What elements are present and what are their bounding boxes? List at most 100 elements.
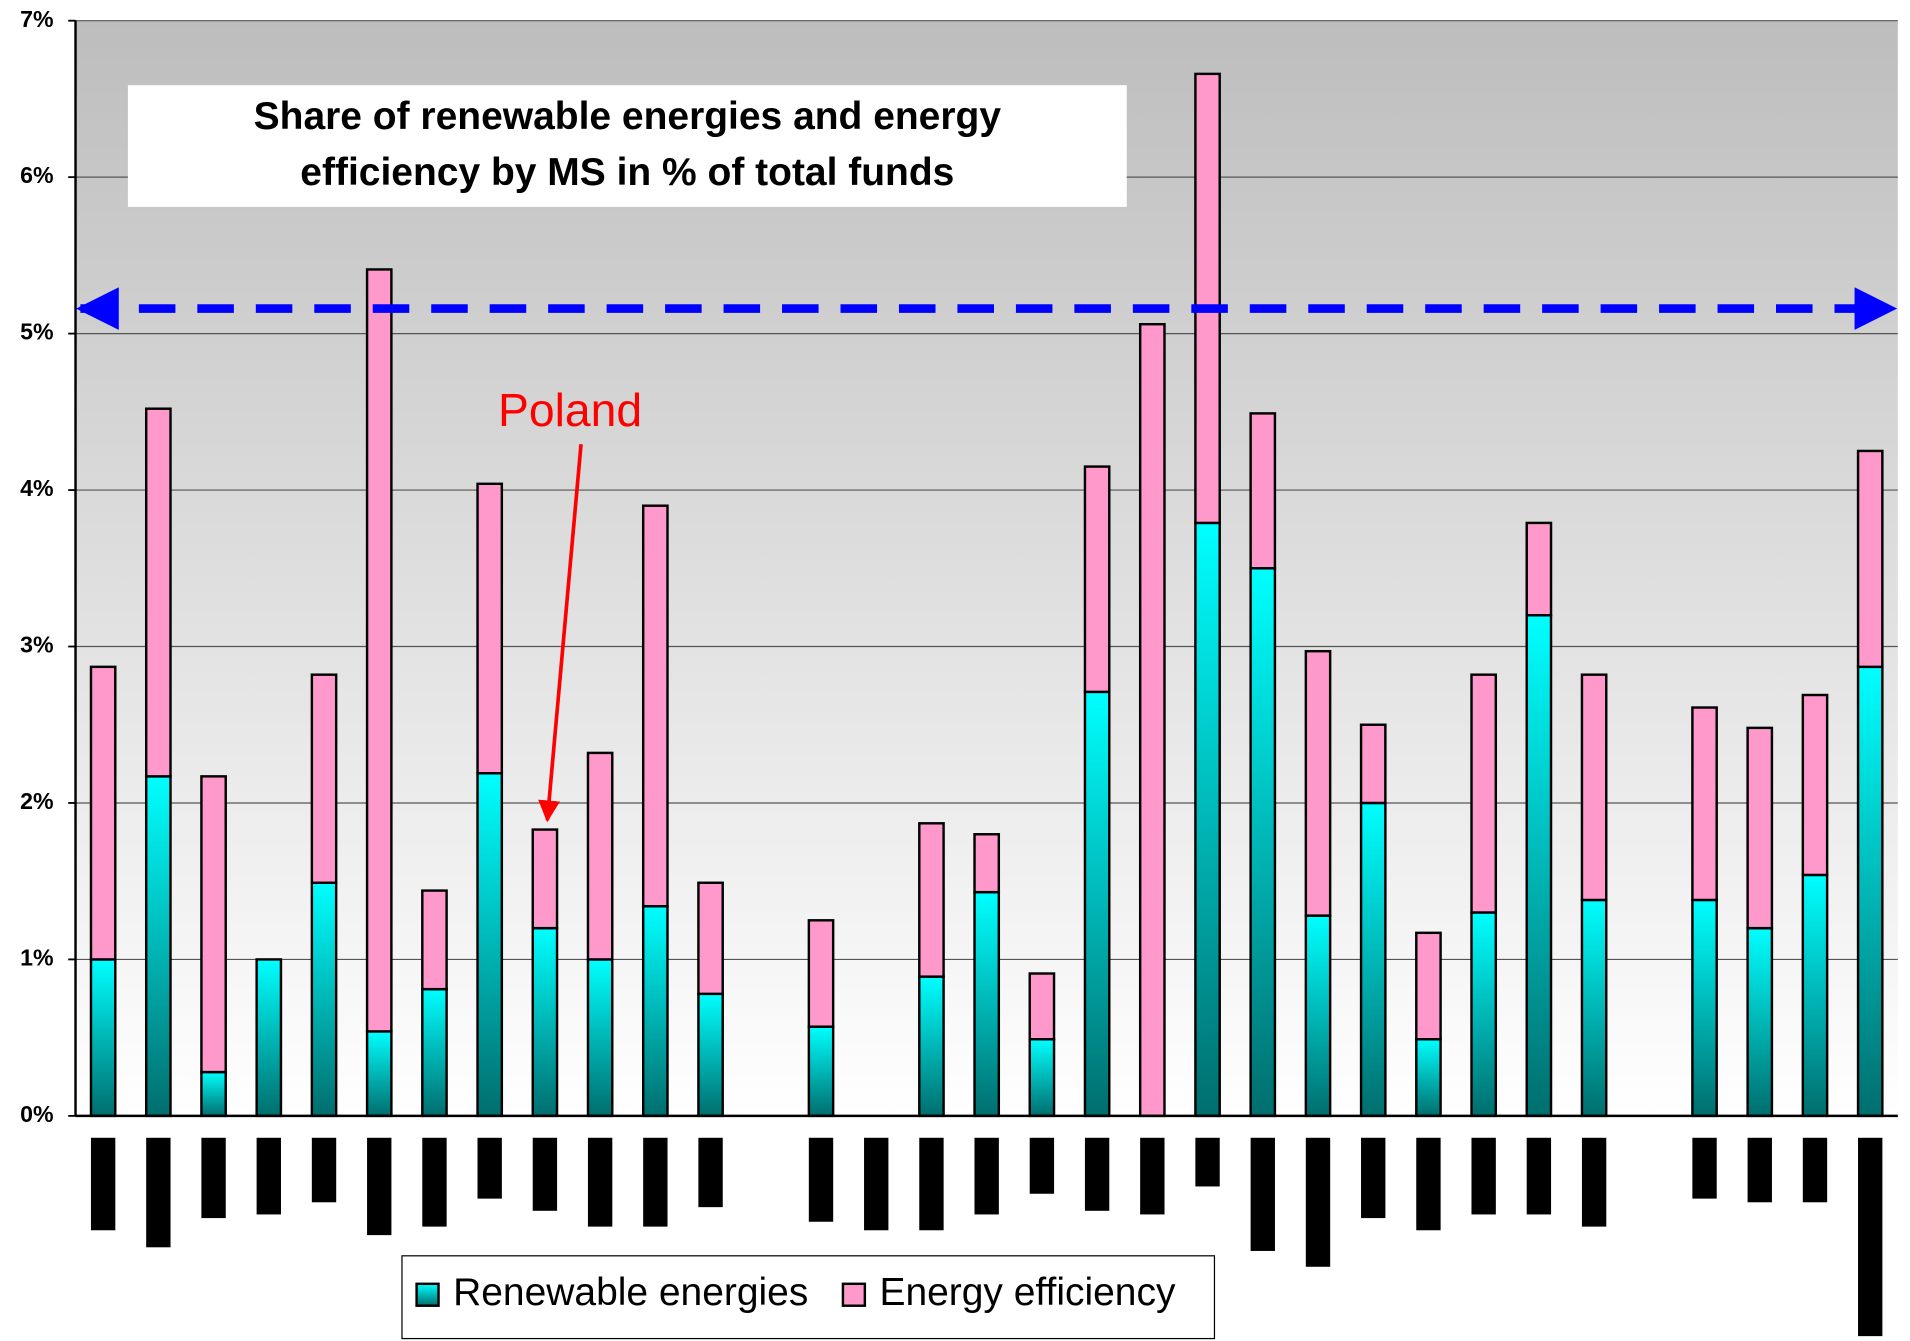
- bar-segment: [586, 958, 614, 1118]
- redaction: [256, 1137, 281, 1215]
- redaction: [643, 1137, 668, 1227]
- bar-segment: [1194, 72, 1221, 525]
- legend-label: Energy efficiency: [879, 1271, 1175, 1314]
- bar-segment: [1083, 465, 1111, 694]
- bar-segment: [1083, 690, 1111, 1118]
- redaction: [1084, 1137, 1110, 1211]
- bar-segment: [1746, 726, 1774, 930]
- redaction: [311, 1137, 337, 1203]
- bar-segment: [1304, 649, 1332, 917]
- bar-segment: [1525, 614, 1553, 1118]
- annotation-arrow: [538, 443, 583, 823]
- bar-segment: [1138, 322, 1166, 1118]
- y-tick-label: 6%: [20, 162, 53, 188]
- bar-segment: [89, 958, 117, 1118]
- redaction: [808, 1137, 834, 1222]
- bar-segment: [807, 1025, 835, 1118]
- bar-segment: [1415, 931, 1442, 1041]
- bar-segment: [144, 407, 172, 778]
- redaction: [532, 1137, 558, 1211]
- redaction: [587, 1137, 613, 1227]
- y-tick-label: 7%: [20, 6, 53, 32]
- legend-label: Renewable energies: [453, 1271, 808, 1314]
- bar-segment: [1470, 673, 1498, 914]
- legend-swatch: [841, 1282, 867, 1307]
- redaction: [1195, 1137, 1220, 1187]
- bar-segment: [1359, 723, 1387, 805]
- redaction: [1416, 1137, 1441, 1231]
- bar-segment: [1470, 911, 1498, 1118]
- chart-title: Share of renewable energies and energy e…: [253, 93, 1002, 194]
- bar-segment: [1580, 898, 1608, 1118]
- redaction: [919, 1137, 944, 1231]
- bar-segment: [918, 975, 945, 1118]
- redaction: [1029, 1137, 1055, 1194]
- redaction: [974, 1137, 999, 1215]
- bar-segment: [807, 919, 835, 1028]
- redaction: [367, 1137, 392, 1236]
- redaction: [864, 1137, 889, 1231]
- bar-segment: [200, 1070, 227, 1118]
- redaction: [1526, 1137, 1552, 1215]
- redaction: [477, 1137, 502, 1199]
- bar-segment: [1801, 873, 1829, 1118]
- bar-segment: [586, 751, 614, 961]
- title-box: [127, 85, 1127, 207]
- bar-segment: [973, 890, 1001, 1118]
- bar-segment: [1028, 972, 1056, 1041]
- bar-segment: [421, 987, 448, 1118]
- bar-segment: [531, 926, 559, 1118]
- redaction: [1581, 1137, 1607, 1227]
- redaction: [422, 1137, 447, 1227]
- bar-segment: [1028, 1037, 1056, 1118]
- bar-segment: [1856, 449, 1884, 669]
- bar-segment: [697, 992, 724, 1118]
- y-tick-label: 1%: [20, 945, 53, 971]
- redaction: [1747, 1137, 1772, 1203]
- bar-segment: [476, 482, 504, 775]
- y-tick-label: 4%: [20, 475, 53, 501]
- legend-swatch: [415, 1282, 440, 1307]
- bar-segment: [531, 828, 559, 930]
- bar-segment: [476, 772, 504, 1118]
- redaction: [1361, 1137, 1386, 1219]
- bar-segment: [918, 822, 945, 978]
- redaction: [698, 1137, 723, 1208]
- bars: [89, 72, 1884, 1118]
- bar-segment: [641, 905, 669, 1118]
- bar-segment: [144, 775, 172, 1118]
- bar-segment: [255, 958, 283, 1118]
- redaction: [1802, 1137, 1828, 1203]
- bar-segment: [89, 665, 117, 961]
- bar-segment: [1691, 898, 1718, 1118]
- bar-segment: [1194, 521, 1221, 1118]
- y-tick-label: 5%: [20, 319, 53, 345]
- bar-segment: [310, 673, 338, 884]
- bar-segment: [1249, 567, 1277, 1118]
- y-tick-label: 3%: [20, 632, 53, 658]
- bar-segment: [310, 881, 338, 1118]
- bar-segment: [1249, 412, 1277, 570]
- bar-segment: [365, 268, 393, 1033]
- bar-segment: [973, 833, 1001, 894]
- bar-segment: [1746, 926, 1774, 1118]
- redaction: [1140, 1137, 1165, 1215]
- redaction: [1250, 1137, 1275, 1251]
- redaction: [1858, 1137, 1883, 1337]
- y-tick-label: 2%: [20, 788, 53, 814]
- redaction: [90, 1137, 116, 1231]
- bar-segment: [1525, 521, 1553, 617]
- redaction: [1305, 1137, 1331, 1267]
- y-tick-label: 0%: [20, 1101, 53, 1127]
- redaction: [1692, 1137, 1717, 1199]
- redaction: [1471, 1137, 1496, 1215]
- bar-segment: [1580, 673, 1608, 902]
- redaction: [146, 1137, 171, 1248]
- bar-segment: [1801, 693, 1829, 877]
- bar-segment: [641, 504, 669, 908]
- legend: [401, 1255, 1216, 1340]
- title-wrap: Share of renewable energies and energy e…: [253, 93, 1002, 194]
- bar-segment: [365, 1030, 393, 1118]
